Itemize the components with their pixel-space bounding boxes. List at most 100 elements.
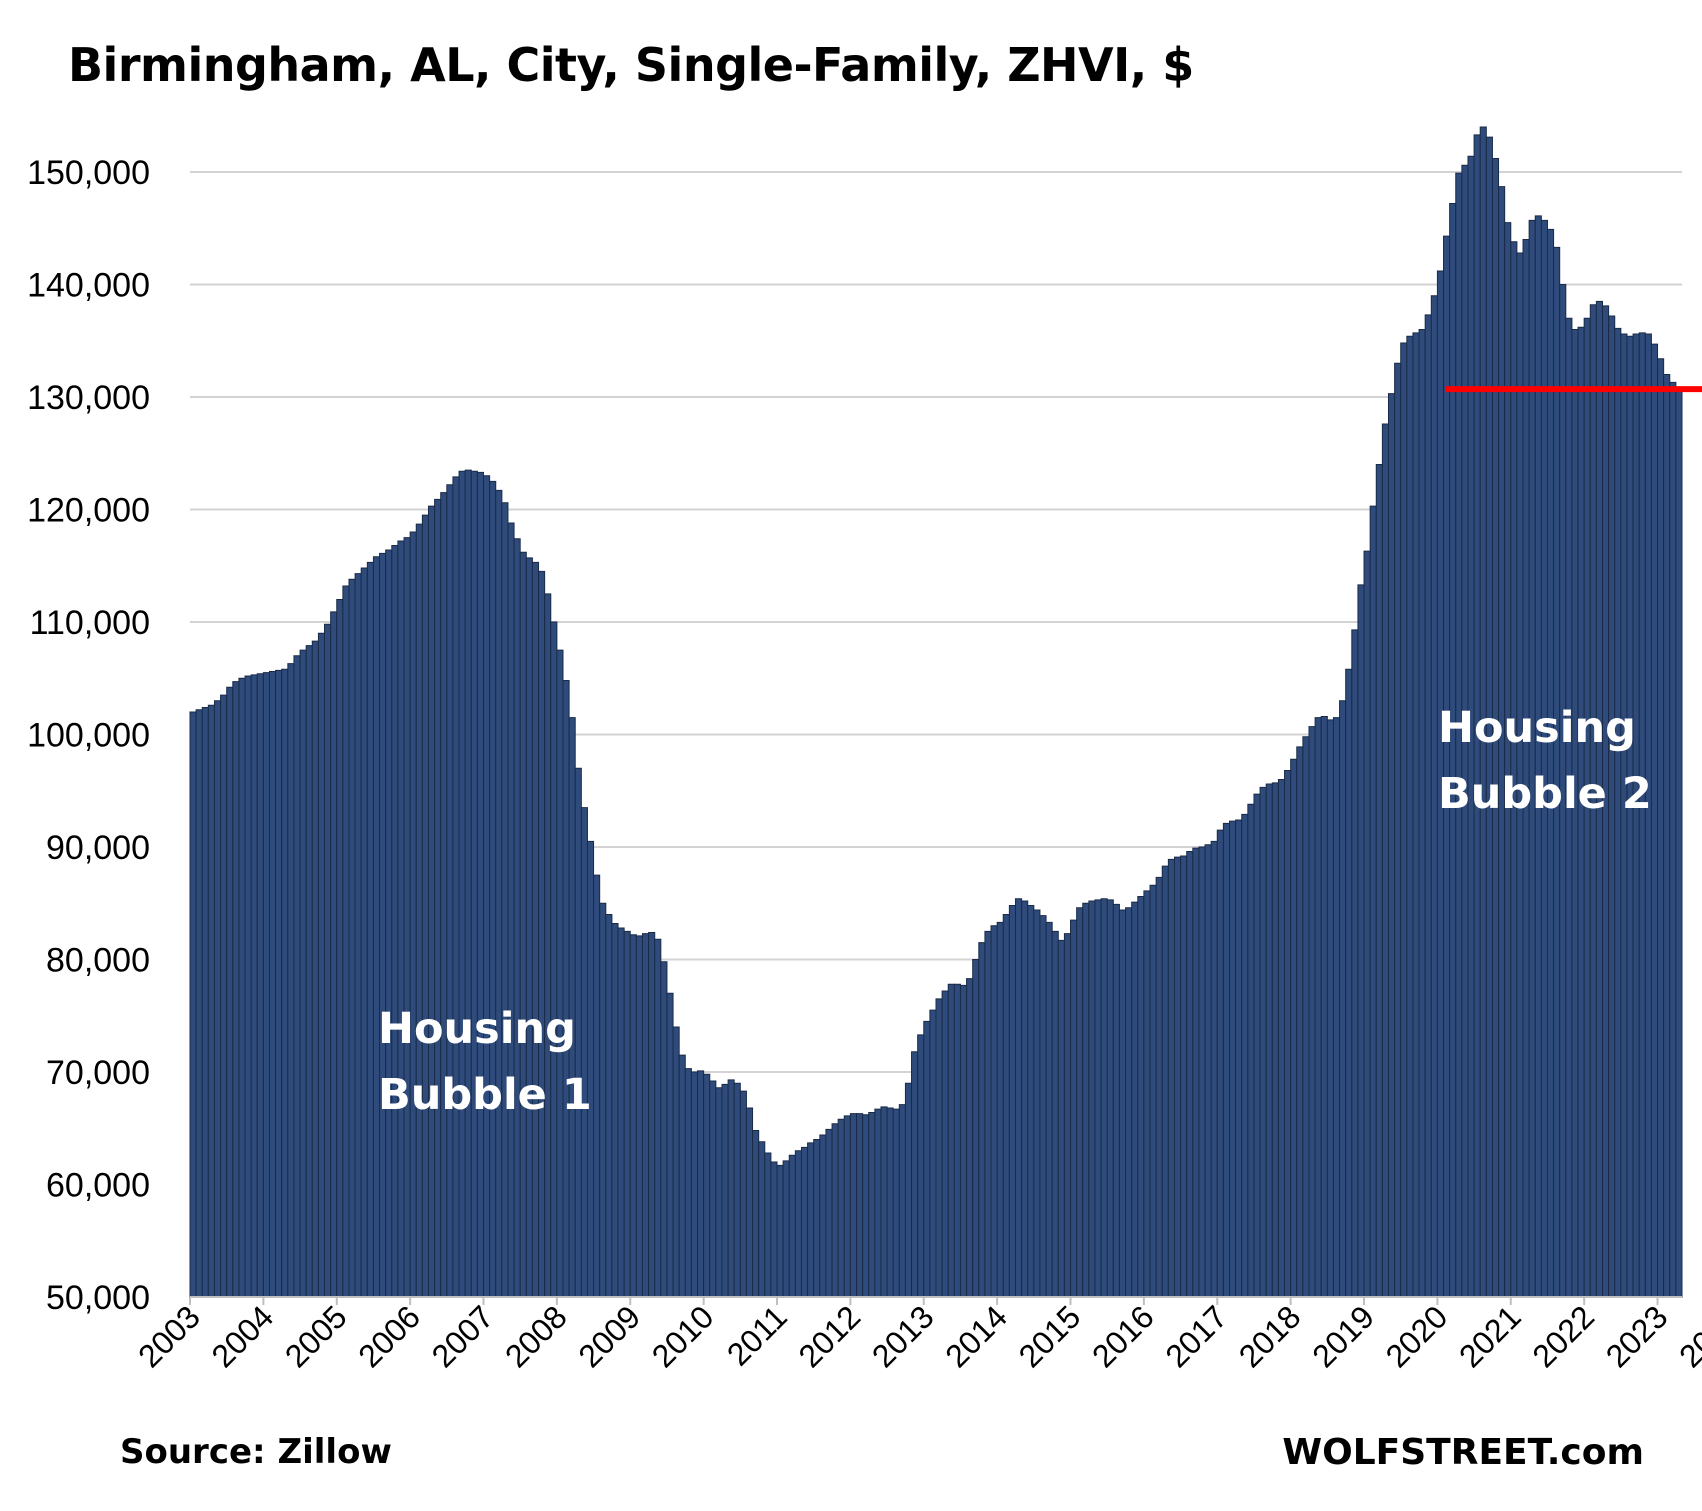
bar: [207, 704, 215, 1298]
bar: [1339, 700, 1347, 1298]
bar: [1308, 726, 1316, 1298]
y-tick-label: 60,000: [46, 1167, 150, 1205]
x-tick-label: 2010: [645, 1298, 721, 1374]
x-tick-label: 2013: [865, 1298, 941, 1374]
source-label: Source: Zillow: [120, 1432, 392, 1472]
bar: [978, 942, 986, 1298]
bar: [360, 567, 368, 1298]
bar: [1198, 846, 1206, 1298]
bar: [580, 807, 588, 1298]
bar: [1430, 295, 1438, 1298]
bar: [599, 902, 607, 1298]
bar: [562, 680, 570, 1298]
bar: [1314, 717, 1322, 1298]
y-tick-label: 80,000: [46, 942, 150, 980]
bar: [311, 640, 319, 1298]
bar: [898, 1104, 906, 1298]
bar: [1173, 856, 1182, 1298]
bar: [1259, 786, 1267, 1298]
bar: [1332, 717, 1341, 1298]
bar: [862, 1114, 870, 1298]
bar: [703, 1073, 711, 1298]
x-tick-label: 2008: [498, 1298, 574, 1374]
bar: [495, 489, 503, 1298]
bar: [1002, 914, 1010, 1298]
bar: [550, 621, 558, 1298]
bar: [764, 1152, 772, 1298]
bar: [1400, 342, 1408, 1298]
bar: [1100, 898, 1108, 1298]
bar: [721, 1083, 729, 1298]
bar: [1063, 933, 1072, 1298]
bar: [1540, 219, 1548, 1298]
bar: [275, 669, 283, 1298]
bar: [1186, 851, 1194, 1298]
bar: [544, 593, 552, 1298]
bar: [843, 1115, 851, 1298]
bar: [996, 921, 1004, 1298]
x-tick-label: 2014: [938, 1298, 1014, 1374]
bar: [1375, 464, 1383, 1298]
x-tick-label: 2022: [1525, 1298, 1601, 1374]
bar: [1076, 907, 1084, 1298]
bar: [1192, 847, 1200, 1298]
bar: [1235, 819, 1243, 1298]
bar: [1149, 884, 1157, 1298]
bar: [1320, 716, 1328, 1298]
bar: [911, 1051, 919, 1298]
bar: [501, 502, 509, 1298]
bar: [507, 522, 515, 1298]
bar: [440, 492, 448, 1298]
bar: [892, 1108, 900, 1298]
bar: [745, 1107, 754, 1298]
bar: [1265, 783, 1273, 1298]
bar: [849, 1113, 858, 1298]
bar: [525, 557, 533, 1298]
annotation-bubble1-line: Bubble 1: [378, 1070, 592, 1120]
x-tick-label: 2007: [425, 1298, 501, 1374]
y-tick-label: 100,000: [27, 717, 150, 755]
bar: [605, 914, 613, 1298]
y-tick-label: 110,000: [30, 604, 150, 642]
bar: [1125, 907, 1133, 1298]
bar: [831, 1123, 839, 1298]
bar: [727, 1079, 735, 1298]
annotation-bubble2-line: Bubble 2: [1438, 769, 1652, 819]
bar: [1137, 896, 1145, 1298]
bar: [807, 1142, 815, 1298]
bar: [1118, 909, 1127, 1298]
bar: [1424, 314, 1432, 1298]
bar: [941, 990, 949, 1298]
bar: [660, 961, 668, 1298]
bar: [336, 599, 344, 1298]
bar: [648, 932, 656, 1298]
bar: [1088, 900, 1096, 1298]
bar: [794, 1150, 802, 1298]
bar: [1247, 803, 1255, 1298]
bar: [1284, 770, 1292, 1298]
bar: [434, 498, 442, 1298]
bar: [409, 531, 417, 1298]
bar: [800, 1146, 809, 1298]
bar: [935, 998, 943, 1298]
x-tick-label: 2006: [351, 1298, 427, 1374]
bar: [1406, 335, 1414, 1298]
bar: [1357, 584, 1365, 1298]
bar: [324, 623, 332, 1298]
bar: [923, 1020, 931, 1298]
bar: [733, 1082, 741, 1298]
bar: [397, 540, 405, 1298]
bar: [1167, 858, 1175, 1298]
bar: [1222, 822, 1231, 1298]
chart-title: Birmingham, AL, City, Single-Family, ZHV…: [68, 38, 1194, 92]
bar: [220, 694, 228, 1298]
bar: [330, 611, 338, 1298]
bar: [672, 1026, 680, 1298]
bar: [1021, 900, 1029, 1298]
y-tick-label: 150,000: [27, 154, 150, 192]
bar: [856, 1113, 864, 1298]
bar: [1669, 381, 1677, 1298]
x-tick-label: 2005: [278, 1298, 354, 1374]
bar: [1302, 736, 1310, 1298]
bar: [752, 1130, 760, 1298]
